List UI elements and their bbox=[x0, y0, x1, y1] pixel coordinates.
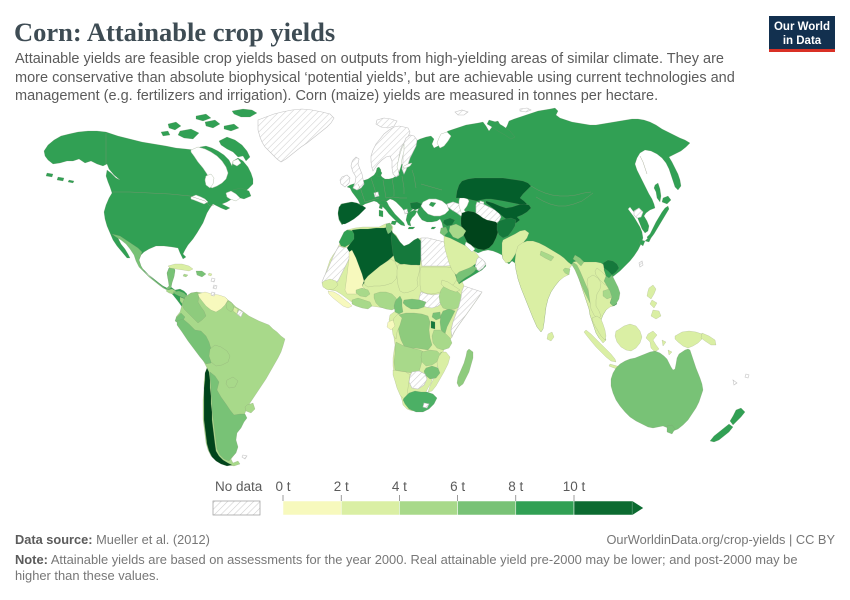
svg-text:0 t: 0 t bbox=[275, 479, 290, 494]
svg-text:6 t: 6 t bbox=[450, 479, 465, 494]
svg-text:2 t: 2 t bbox=[334, 479, 349, 494]
svg-text:4 t: 4 t bbox=[392, 479, 407, 494]
svg-text:10 t: 10 t bbox=[563, 479, 586, 494]
svg-text:8 t: 8 t bbox=[508, 479, 523, 494]
svg-text:No data: No data bbox=[215, 479, 263, 494]
